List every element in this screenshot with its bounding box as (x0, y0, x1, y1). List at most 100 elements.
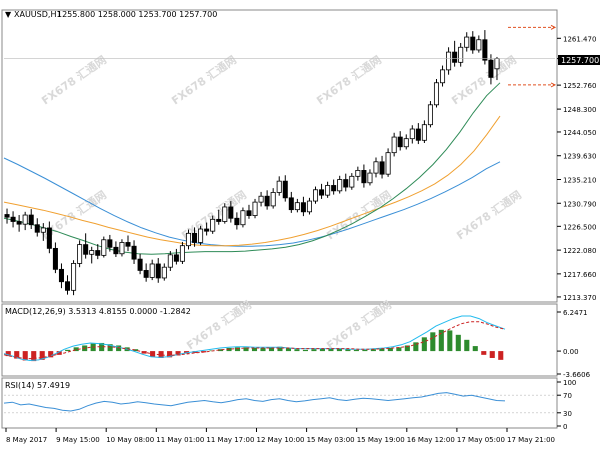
rsi-tick-label: 100 (563, 379, 576, 387)
time-tick-label: 17 May 05:00 (457, 436, 505, 444)
candle-body (107, 239, 113, 248)
candle-body (4, 214, 10, 218)
watermark-text: FX678 汇通网 (184, 298, 254, 352)
price-tick-label: 1226.500 (563, 223, 596, 231)
candle-body (222, 206, 228, 222)
candle-body (246, 210, 252, 216)
time-tick-label: 16 May 12:00 (407, 436, 455, 444)
candle-body (440, 69, 446, 84)
ma-mid-line (3, 115, 501, 247)
candle-body (198, 228, 204, 243)
macd-histogram-bar (362, 349, 368, 352)
price-tick-label: 1252.760 (563, 82, 596, 90)
macd-histogram-bar (39, 351, 45, 360)
time-tick-label: 9 May 15:00 (56, 436, 100, 444)
macd-histogram-bar (243, 347, 249, 352)
price-tick-label: 1244.050 (563, 129, 596, 137)
macd-histogram-bar (107, 344, 113, 352)
time-tick-label: 12 May 10:00 (257, 436, 305, 444)
price-tick-label: 1239.630 (563, 153, 596, 161)
macd-histogram-bar (336, 348, 342, 352)
macd-histogram-bar (277, 346, 283, 352)
price-pane (3, 24, 557, 296)
watermark-text: FX678 汇通网 (324, 298, 394, 352)
watermark-text: FX678 汇通网 (454, 188, 524, 242)
candle-body (488, 59, 494, 78)
candle-body (288, 197, 294, 211)
time-tick-label: 11 May 01:00 (156, 436, 204, 444)
candle-body (101, 239, 107, 256)
candle-body (397, 136, 403, 148)
macd-histogram-bar (167, 351, 173, 358)
level-arrow (550, 82, 557, 88)
macd-histogram-bar (260, 347, 266, 352)
macd-histogram-bar (455, 334, 461, 352)
candle-body (433, 82, 440, 106)
candle-body (137, 258, 143, 271)
candle-body (83, 244, 89, 255)
macd-histogram-bar (285, 347, 292, 352)
time-tick-label: 10 May 08:00 (106, 436, 154, 444)
macd-histogram-bar (22, 351, 28, 361)
macd-histogram-bar (447, 330, 453, 352)
macd-histogram-bar (251, 347, 258, 352)
candle-body (337, 179, 343, 192)
candle-body (391, 136, 397, 154)
candle-body (10, 216, 16, 222)
candle-body (119, 242, 125, 255)
macd-histogram-bar (387, 347, 393, 352)
candle-body (343, 179, 349, 188)
candle-body (95, 250, 101, 256)
time-tick-label: 15 May 03:00 (307, 436, 355, 444)
time-tick-label: 11 May 17:00 (206, 436, 254, 444)
macd-histogram-bar (175, 351, 181, 356)
price-tick-label: 1235.210 (563, 176, 596, 184)
macd-histogram-bar (99, 342, 105, 352)
macd-histogram-bar (353, 349, 359, 352)
macd-histogram-bar (498, 351, 504, 360)
candle-body (470, 36, 476, 51)
candle-body (476, 39, 482, 51)
ma-fast-line (3, 82, 501, 255)
macd-histogram-bar (294, 349, 300, 352)
ma-slow-line (3, 157, 501, 247)
macd-histogram-bar (268, 347, 275, 352)
macd-histogram-bar (302, 349, 308, 352)
candle-body (421, 124, 427, 141)
candle-body (234, 217, 240, 226)
macd-histogram-bar (217, 349, 224, 352)
candle-body (379, 161, 385, 175)
candle-body (155, 263, 161, 279)
macd-histogram-bar (472, 346, 478, 352)
symbol-label: XAUUSD,H1 (14, 10, 62, 19)
time-tick-label: 17 May 21:00 (507, 436, 555, 444)
candle-body (300, 202, 306, 213)
candle-body (494, 58, 500, 70)
rsi-pane (3, 392, 555, 414)
collapse-arrow-icon[interactable]: ▼ (5, 10, 12, 19)
macd-signal-line (3, 321, 506, 360)
price-tick-label: 1213.370 (563, 294, 596, 302)
current-price-label: 1257.700 (561, 56, 599, 65)
macd-axis: 6.2471 0.00 -3.6606 (557, 309, 591, 379)
macd-histogram-bar (319, 348, 325, 352)
candle-body (143, 270, 149, 278)
candle-body (149, 263, 155, 278)
candle-body (28, 214, 34, 226)
macd-histogram-bar (421, 337, 427, 352)
candle-body (325, 185, 331, 196)
candle-body (89, 250, 95, 255)
candle-body (482, 39, 488, 61)
macd-histogram-bar (413, 342, 419, 352)
price-axis: 1261.470 1257.700 1252.760 1248.300 1244.050… (557, 35, 596, 302)
candle-body (113, 246, 119, 255)
candle-body (446, 51, 452, 71)
candle-body (264, 195, 270, 207)
price-tick-label: 1217.660 (563, 271, 596, 279)
macd-tick-label: 6.2471 (563, 309, 588, 317)
candle-body (415, 128, 421, 141)
candle-body (161, 266, 167, 279)
macd-histogram-bar (464, 339, 470, 352)
candle-body (312, 189, 319, 202)
